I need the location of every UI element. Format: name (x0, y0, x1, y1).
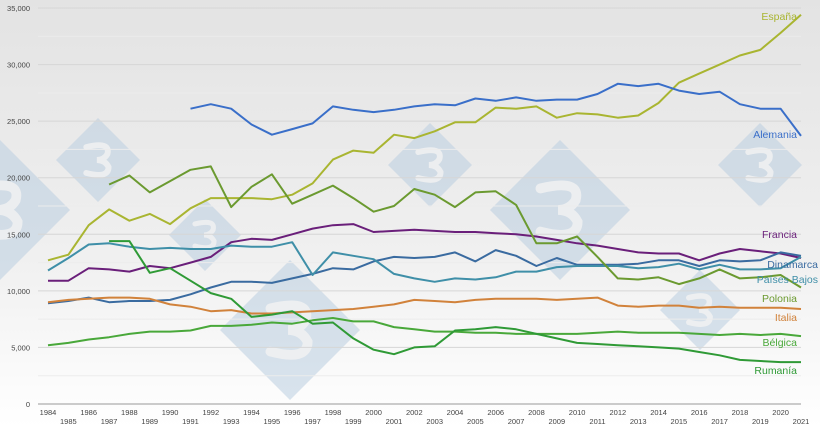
series-label: Bélgica (763, 337, 798, 349)
watermark-logo-3 (535, 180, 583, 240)
watermark-diamond (0, 140, 70, 280)
y-tick-label: 15,000 (7, 230, 30, 239)
x-tick-label: 2010 (569, 408, 586, 417)
x-tick-label: 2020 (772, 408, 789, 417)
x-tick-label: 2019 (752, 417, 769, 426)
x-tick-label: 2003 (426, 417, 443, 426)
x-tick-label: 1996 (284, 408, 301, 417)
y-axis: 0 5,000 10,000 15,000 20,000 25,000 30,000 35,0… (7, 4, 30, 409)
series-label: Polonia (762, 293, 797, 305)
x-tick-label: 1992 (202, 408, 219, 417)
x-tick-label: 2016 (691, 408, 708, 417)
x-tick-label: 2013 (630, 417, 647, 426)
series-line (48, 223, 802, 282)
x-tick-label: 1994 (243, 408, 260, 417)
watermark-logo-3 (686, 293, 713, 327)
x-tick-label: 2018 (732, 408, 749, 417)
series-line (47, 296, 802, 315)
series-label: Dinamarca (767, 259, 818, 271)
series-line (108, 165, 802, 289)
y-tick-label: 35,000 (7, 4, 30, 13)
x-tick-label: 1988 (121, 408, 138, 417)
watermark-logo-3 (83, 142, 112, 178)
x-tick-label: 1998 (325, 408, 342, 417)
x-tick-label: 1989 (141, 417, 158, 426)
series-label: Alemania (753, 129, 797, 141)
x-tick-label: 2000 (365, 408, 382, 417)
y-tick-label: 30,000 (7, 61, 30, 70)
series-lines (47, 14, 802, 364)
x-tick-label: 2012 (609, 408, 626, 417)
watermark-logo-3 (265, 300, 313, 360)
series-label: Rumanía (754, 365, 797, 377)
x-tick-label: 2021 (793, 417, 810, 426)
x-tick-label: 1995 (264, 417, 281, 426)
x-tick-label: 2009 (548, 417, 565, 426)
x-tick-label: 1985 (60, 417, 77, 426)
y-tick-label: 0 (26, 400, 30, 409)
x-tick-label: 1993 (223, 417, 240, 426)
series-line (47, 317, 802, 347)
series-label: Italia (775, 312, 797, 324)
x-tick-label: 2011 (589, 417, 605, 426)
x-tick-label: 2017 (711, 417, 728, 426)
watermark-logo-3 (192, 219, 217, 251)
series-label: Francia (762, 229, 797, 241)
series-label: España (761, 11, 797, 23)
x-tick-label: 2008 (528, 408, 545, 417)
y-tick-label: 20,000 (7, 174, 30, 183)
x-tick-label: 2004 (447, 408, 464, 417)
y-tick-label: 10,000 (7, 287, 30, 296)
x-tick-label: 2015 (671, 417, 688, 426)
series-line (47, 14, 802, 262)
series-line (190, 82, 802, 137)
x-tick-label: 2001 (386, 417, 403, 426)
watermark-logo-3 (0, 180, 23, 240)
x-tick-label: 2002 (406, 408, 423, 417)
series-labels: España Alemania Francia Dinamarca Países Baj… (753, 11, 818, 377)
series-line (47, 249, 802, 305)
x-tick-label: 1999 (345, 417, 362, 426)
x-tick-label: 1987 (101, 417, 118, 426)
x-tick-label: 1984 (40, 408, 57, 417)
x-tick-label: 1997 (304, 417, 321, 426)
x-tick-label: 1990 (162, 408, 179, 417)
y-tick-label: 25,000 (7, 117, 30, 126)
x-tick-label: 2014 (650, 408, 667, 417)
y-tick-label: 5,000 (11, 343, 30, 352)
x-tick-label: 1991 (182, 417, 199, 426)
series-line (109, 240, 801, 364)
x-tick-label: 2007 (508, 417, 525, 426)
series-label: Países Bajos (757, 274, 818, 286)
x-tick-label: 2006 (487, 408, 504, 417)
series-line (47, 241, 802, 283)
x-tick-label: 2005 (467, 417, 484, 426)
x-tick-label: 1986 (80, 408, 97, 417)
